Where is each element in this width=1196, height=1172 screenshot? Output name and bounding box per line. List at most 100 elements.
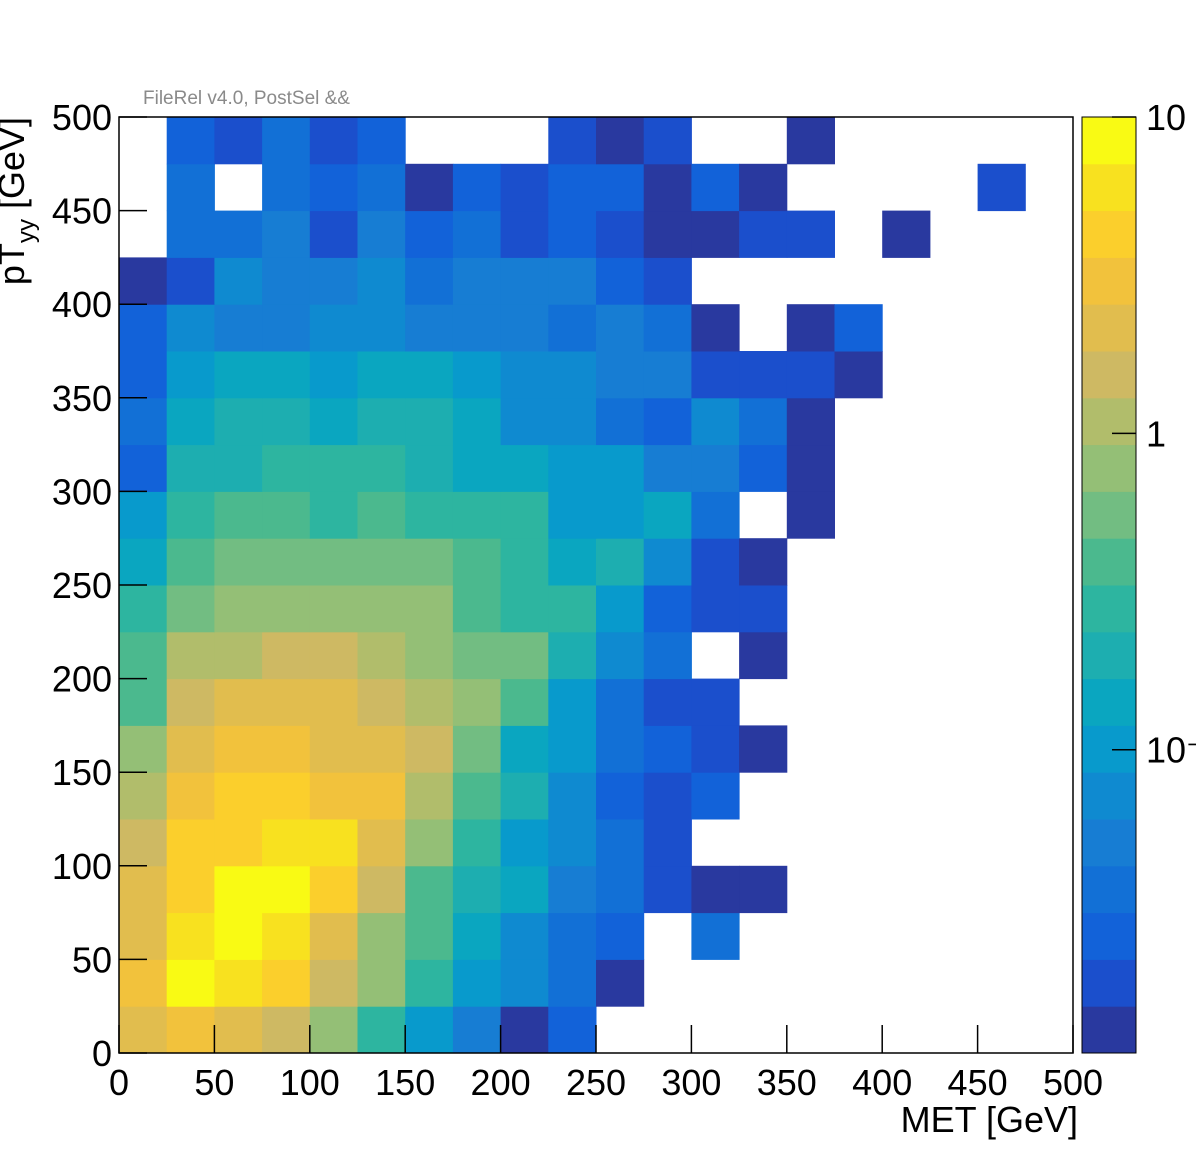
heatmap-cell	[166, 819, 215, 867]
heatmap-cell	[452, 163, 502, 212]
colorbar-frame	[1081, 116, 1137, 1054]
heatmap-cell	[357, 397, 406, 446]
heatmap-cell	[214, 257, 263, 305]
heatmap-cell	[214, 912, 263, 960]
heatmap-cell	[405, 631, 454, 680]
heatmap-cell	[643, 585, 692, 633]
heatmap-cell	[452, 1006, 502, 1054]
heatmap-cell	[452, 819, 502, 867]
heatmap-cell	[262, 912, 311, 960]
heatmap-cell	[452, 538, 502, 586]
heatmap-cell	[309, 163, 358, 212]
heatmap-cell	[214, 538, 263, 586]
heatmap-cell	[786, 117, 835, 165]
heatmap-cell	[214, 819, 263, 867]
heatmap-cell	[166, 491, 215, 539]
heatmap-cell	[834, 304, 883, 352]
heatmap-cell	[548, 1006, 597, 1054]
heatmap-cell	[166, 304, 215, 352]
color-band	[1082, 117, 1136, 165]
heatmap-cell	[739, 631, 788, 680]
heatmap-cell	[643, 210, 692, 258]
heatmap-cell	[357, 491, 406, 539]
heatmap-cell	[309, 117, 358, 165]
heatmap-cell	[596, 491, 645, 539]
heatmap-cell	[309, 959, 358, 1007]
y-axis-label-sub: yy	[13, 219, 40, 243]
heatmap-cell	[739, 163, 788, 212]
heatmap-cell	[214, 444, 263, 492]
heatmap-cell	[643, 819, 692, 867]
heatmap-cell	[452, 397, 502, 446]
heatmap-cell	[500, 678, 549, 726]
heatmap-cell	[309, 257, 358, 305]
heatmap-cell	[739, 444, 788, 492]
heatmap-cell	[166, 865, 215, 914]
heatmap-cell	[452, 912, 502, 960]
x-tick-label: 300	[661, 1062, 721, 1103]
heatmap-cell	[691, 397, 740, 446]
heatmap-cell	[405, 257, 454, 305]
heatmap-cell	[357, 819, 406, 867]
y-tick-label: 400	[52, 284, 112, 325]
heatmap-cell	[596, 678, 645, 726]
y-tick-label: 50	[72, 939, 112, 980]
heatmap-cell	[596, 257, 645, 305]
heatmap-cell	[596, 210, 645, 258]
heatmap-cell	[309, 444, 358, 492]
heatmap-cell	[548, 397, 597, 446]
heatmap-cell	[262, 725, 311, 773]
heatmap-cell	[357, 538, 406, 586]
y-tick-label: 450	[52, 191, 112, 232]
heatmap-cell	[166, 1006, 215, 1054]
heatmap-cell	[643, 444, 692, 492]
heatmap-cell	[691, 585, 740, 633]
heatmap-cell	[596, 912, 645, 960]
color-band	[1082, 959, 1136, 1007]
heatmap-cell	[500, 772, 549, 820]
heatmap-cell	[786, 444, 835, 492]
y-tick-label: 200	[52, 659, 112, 700]
heatmap-cell	[452, 585, 502, 633]
heatmap-cell	[309, 1006, 358, 1054]
heatmap-cell	[166, 538, 215, 586]
x-tick-label: 500	[1043, 1062, 1103, 1103]
heatmap-cell	[357, 351, 406, 399]
z-tick-label: 10	[1146, 97, 1186, 138]
color-band	[1082, 678, 1136, 726]
heatmap-cell	[643, 538, 692, 586]
heatmap-cell	[596, 397, 645, 446]
heatmap-cell	[596, 538, 645, 586]
heatmap-cell	[357, 631, 406, 680]
heatmap-cell	[739, 351, 788, 399]
color-band	[1082, 819, 1136, 867]
heatmap-cell	[405, 163, 454, 212]
heatmap-cell	[452, 678, 502, 726]
heatmap-cell	[166, 631, 215, 680]
heatmap-cell	[500, 444, 549, 492]
heatmap-cell	[500, 538, 549, 586]
heatmap-cell	[357, 117, 406, 165]
heatmap-cell	[166, 117, 215, 165]
heatmap-cell	[643, 397, 692, 446]
heatmap-cell	[166, 725, 215, 773]
color-band	[1082, 865, 1136, 914]
color-band	[1082, 585, 1136, 633]
heatmap-cell	[452, 257, 502, 305]
heatmap-cell	[452, 444, 502, 492]
heatmap-cell	[786, 304, 835, 352]
color-band	[1082, 351, 1136, 399]
heatmap-cell	[452, 631, 502, 680]
z-tick-label: 10⁻¹	[1146, 730, 1196, 771]
heatmap-cell	[739, 725, 788, 773]
heatmap-cell	[596, 304, 645, 352]
heatmap-cell	[357, 444, 406, 492]
heatmap-cell	[357, 959, 406, 1007]
heatmap-cell	[166, 585, 215, 633]
heatmap-cell	[548, 912, 597, 960]
heatmap-cell	[309, 397, 358, 446]
heatmap-cell	[262, 117, 311, 165]
heatmap-cell	[691, 772, 740, 820]
heatmap-cell	[452, 959, 502, 1007]
heatmap-cell	[548, 631, 597, 680]
